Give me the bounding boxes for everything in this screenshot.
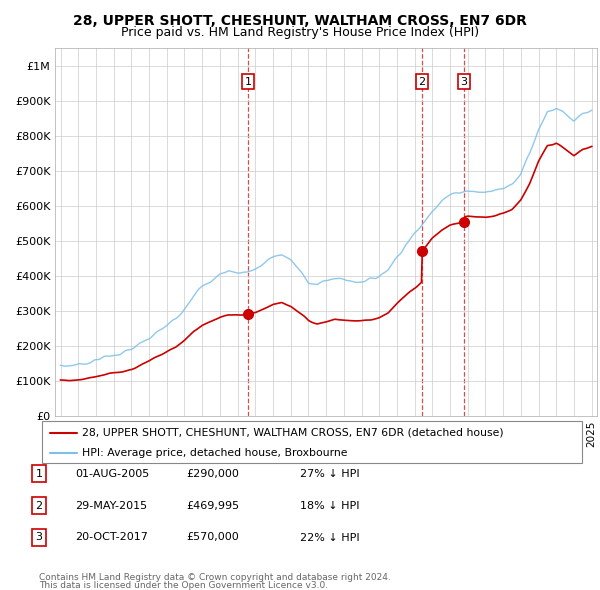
Text: 20-OCT-2017: 20-OCT-2017: [75, 533, 148, 542]
Text: 2: 2: [35, 501, 43, 510]
Text: £570,000: £570,000: [186, 533, 239, 542]
Text: 1: 1: [244, 77, 251, 87]
Text: HPI: Average price, detached house, Broxbourne: HPI: Average price, detached house, Brox…: [83, 448, 348, 457]
Text: 01-AUG-2005: 01-AUG-2005: [75, 469, 149, 478]
Text: This data is licensed under the Open Government Licence v3.0.: This data is licensed under the Open Gov…: [39, 581, 328, 590]
Text: 3: 3: [461, 77, 467, 87]
Text: 2: 2: [418, 77, 425, 87]
Text: 28, UPPER SHOTT, CHESHUNT, WALTHAM CROSS, EN7 6DR (detached house): 28, UPPER SHOTT, CHESHUNT, WALTHAM CROSS…: [83, 428, 504, 438]
FancyBboxPatch shape: [42, 421, 582, 463]
Text: 22% ↓ HPI: 22% ↓ HPI: [300, 533, 359, 542]
Text: 28, UPPER SHOTT, CHESHUNT, WALTHAM CROSS, EN7 6DR: 28, UPPER SHOTT, CHESHUNT, WALTHAM CROSS…: [73, 14, 527, 28]
Text: £469,995: £469,995: [186, 501, 239, 510]
Text: 27% ↓ HPI: 27% ↓ HPI: [300, 469, 359, 478]
Text: 18% ↓ HPI: 18% ↓ HPI: [300, 501, 359, 510]
Text: £290,000: £290,000: [186, 469, 239, 478]
Text: 29-MAY-2015: 29-MAY-2015: [75, 501, 147, 510]
Text: Price paid vs. HM Land Registry's House Price Index (HPI): Price paid vs. HM Land Registry's House …: [121, 26, 479, 39]
Text: 3: 3: [35, 533, 43, 542]
Text: Contains HM Land Registry data © Crown copyright and database right 2024.: Contains HM Land Registry data © Crown c…: [39, 572, 391, 582]
Text: 1: 1: [35, 469, 43, 478]
